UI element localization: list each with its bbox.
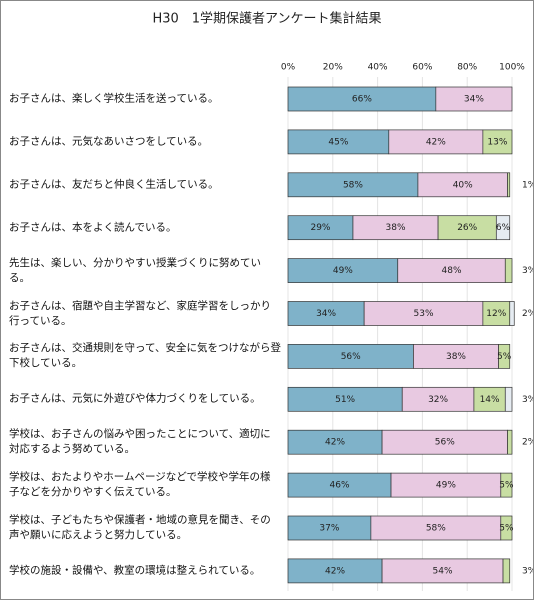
chart-title: H30 1学期保護者アンケート集計結果 <box>152 11 381 27</box>
value-label: 40% <box>453 180 473 190</box>
value-label: 58% <box>343 180 363 190</box>
bar-segment <box>507 429 513 455</box>
x-tick-label: 40% <box>368 63 388 73</box>
bar-segment <box>363 301 484 326</box>
x-tick-label: 20% <box>323 63 343 73</box>
bar-segment <box>495 215 511 241</box>
value-label: 5% <box>497 352 512 362</box>
category-label: お子さんは、宿題や自主学習など、家庭学習をしっかり行っている。 <box>9 299 271 327</box>
value-label: 32% <box>428 395 448 405</box>
bar-segment <box>287 215 354 241</box>
bar-segment <box>500 515 513 541</box>
value-label: 6% <box>496 223 511 233</box>
bar-segment <box>500 472 513 498</box>
bar-segment <box>502 558 511 584</box>
bar-segment <box>435 86 513 112</box>
value-label: 5% <box>499 524 514 534</box>
category-label: お子さんは、楽しく学校生活を送っている。 <box>9 92 219 105</box>
category-label: お子さんは、交通規則を守って、安全に気をつけながら登下校している。 <box>9 342 281 370</box>
bar-segment <box>287 301 365 326</box>
value-label: 38% <box>386 223 406 233</box>
value-label: 49% <box>436 481 456 491</box>
value-label: 2% <box>522 438 533 448</box>
bar-segment <box>482 301 511 326</box>
value-label: 38% <box>446 352 466 362</box>
value-label: 42% <box>325 566 345 576</box>
bar-segment <box>388 129 484 155</box>
value-label: 13% <box>487 137 507 147</box>
value-label: 45% <box>328 137 348 147</box>
value-label: 42% <box>325 438 345 448</box>
x-tick-label: 100% <box>499 63 525 73</box>
category-label: 学校の施設・設備や、教室の環境は整えられている。 <box>9 564 261 577</box>
value-label: 2% <box>522 309 533 319</box>
bar-segment <box>287 344 414 369</box>
value-label: 51% <box>335 395 355 405</box>
value-label: 3% <box>522 566 533 576</box>
value-label: 56% <box>341 352 361 362</box>
bar-segment <box>287 86 437 112</box>
value-label: 42% <box>426 137 446 147</box>
value-label: 58% <box>426 524 446 534</box>
bar-segment <box>287 472 392 498</box>
value-label: 5% <box>499 481 514 491</box>
x-tick-label: 60% <box>412 63 432 73</box>
value-label: 48% <box>442 266 462 276</box>
value-label: 37% <box>319 524 339 534</box>
category-label: お子さんは、本をよく読んでいる。 <box>9 221 177 234</box>
value-label: 3% <box>522 266 533 276</box>
x-tick-label: 80% <box>457 63 477 73</box>
value-label: 56% <box>435 438 455 448</box>
bar-segment <box>397 258 506 283</box>
value-label: 53% <box>414 309 434 319</box>
bar-segment <box>413 344 499 369</box>
bar-segment <box>417 172 508 198</box>
category-label: 先生は、楽しい、分かりやすい授業づくりに努めている。 <box>9 256 261 284</box>
bar-segment <box>287 429 383 455</box>
value-label: 66% <box>352 95 372 105</box>
value-label: 46% <box>330 481 350 491</box>
bar-segment <box>352 215 439 241</box>
bar-segment <box>287 558 383 584</box>
value-label: 12% <box>486 309 506 319</box>
value-label: 34% <box>316 309 336 319</box>
value-label: 26% <box>457 223 477 233</box>
bar-segment <box>390 472 502 498</box>
bar-segment <box>507 172 511 198</box>
bar-segment <box>287 258 399 283</box>
bar-segment <box>473 386 506 412</box>
bar-segment <box>287 515 372 541</box>
category-label: お子さんは、元気に外遊びや体力づくりをしている。 <box>9 392 261 405</box>
value-label: 49% <box>333 266 353 276</box>
bar-segment <box>437 215 497 241</box>
bar-segment <box>498 344 511 369</box>
bar-segment <box>381 429 508 455</box>
category-label: 学校は、子どもたちや保護者・地域の意見を聞き、その声や願いに応えようと努力してい… <box>9 514 271 541</box>
category-label: 学校は、お子さんの悩みや困ったことについて、適切に対応するよう努めている。 <box>9 428 271 456</box>
category-label: お子さんは、元気なあいさつをしている。 <box>9 135 209 148</box>
bar-segment <box>509 301 515 326</box>
category-label: お子さんは、友だちと仲良く生活している。 <box>9 178 219 191</box>
value-label: 14% <box>480 395 500 405</box>
value-label: 54% <box>433 566 453 576</box>
bar-segment <box>287 129 390 155</box>
bar-segment <box>287 386 403 412</box>
x-tick-label: 0% <box>281 63 296 73</box>
bar-segment <box>504 258 513 283</box>
value-label: 34% <box>464 95 484 105</box>
bar-segment <box>504 386 513 412</box>
bar-segment <box>482 129 513 155</box>
value-label: 1% <box>522 180 533 190</box>
category-label: 学校は、おたよりやホームページなどで学校や学年の様子などを分かりやすく伝えている… <box>9 471 271 499</box>
value-label: 29% <box>310 223 330 233</box>
value-label: 3% <box>522 395 533 405</box>
